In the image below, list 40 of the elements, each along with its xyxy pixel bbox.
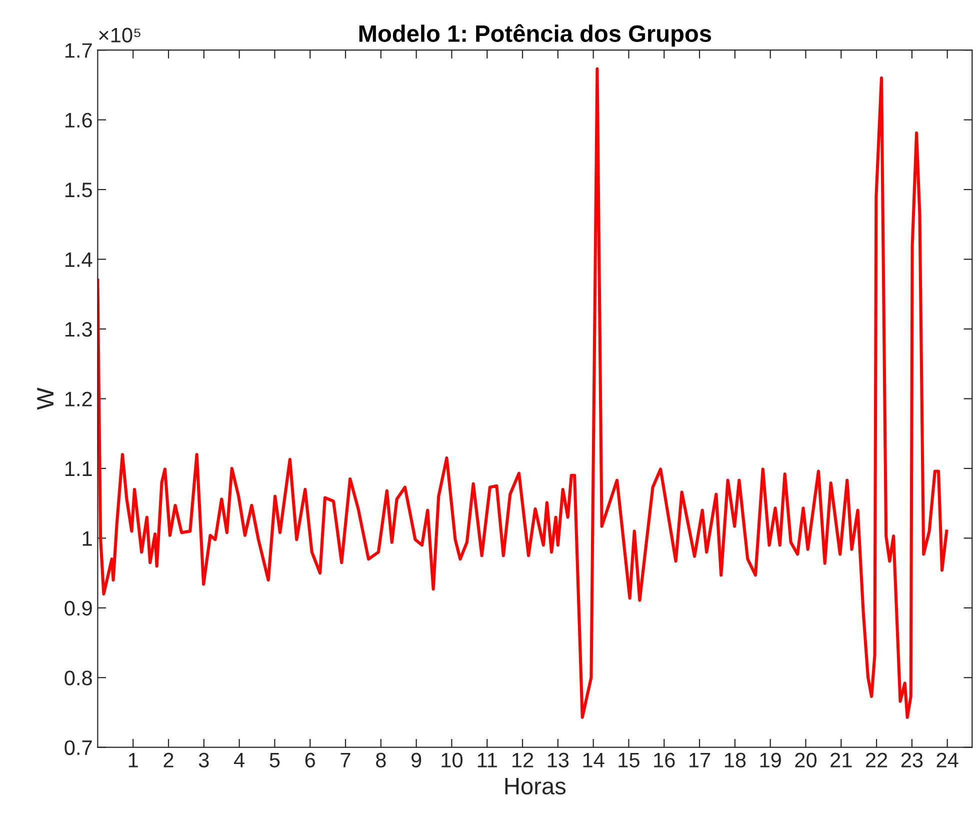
x-tick-label: 13 [548, 752, 569, 768]
x-tick-label: 12 [512, 752, 534, 768]
x-tick-label: 20 [795, 752, 816, 768]
chart-title: Modelo 1: Potência dos Grupos [359, 24, 712, 47]
x-tick-label: 14 [583, 752, 604, 768]
y-tick-label: 1.1 [65, 462, 92, 476]
x-tick-label: 4 [234, 752, 244, 768]
x-tick-label: 19 [760, 752, 781, 768]
y-tick-label: 1 [82, 531, 92, 546]
x-tick-label: 21 [830, 752, 852, 768]
x-tick-label: 15 [618, 752, 640, 768]
y-tick-label: 0.7 [64, 740, 92, 756]
y-tick-label: 0.8 [64, 670, 92, 686]
x-axis-title: Horas [505, 778, 566, 795]
x-tick-label: 22 [866, 752, 888, 768]
x-tick-label: 16 [654, 752, 675, 768]
y-axis-title: W [37, 388, 54, 410]
text: ×10⁵ [99, 28, 140, 42]
y-tick-label: 1.6 [65, 112, 92, 128]
y-tick-label: 1.5 [65, 182, 92, 198]
y-tick-label: 1.4 [65, 252, 92, 267]
y-tick-label: 1.7 [65, 43, 92, 58]
x-tick-label: 8 [376, 752, 386, 768]
x-tick-label: 1 [128, 752, 138, 768]
x-tick-label: 10 [442, 752, 462, 768]
x-tick-label: 7 [340, 752, 350, 768]
x-tick-label: 6 [305, 752, 315, 768]
x-tick-label: 9 [411, 752, 422, 768]
x-tick-label: 17 [690, 752, 710, 768]
x-tick-label: 2 [164, 752, 174, 768]
x-tick-label: 24 [936, 752, 958, 768]
y-tick-label: 1.2 [65, 392, 92, 406]
y-tick-label: 1.3 [65, 322, 92, 337]
x-tick-label: 18 [724, 752, 746, 768]
x-tick-label: 5 [270, 752, 280, 768]
x-tick-label: 3 [198, 752, 209, 768]
x-tick-label: 11 [478, 752, 497, 768]
y-tick-label: 0.9 [64, 600, 92, 616]
x-tick-label: 23 [901, 752, 923, 768]
line-series [98, 67, 948, 719]
